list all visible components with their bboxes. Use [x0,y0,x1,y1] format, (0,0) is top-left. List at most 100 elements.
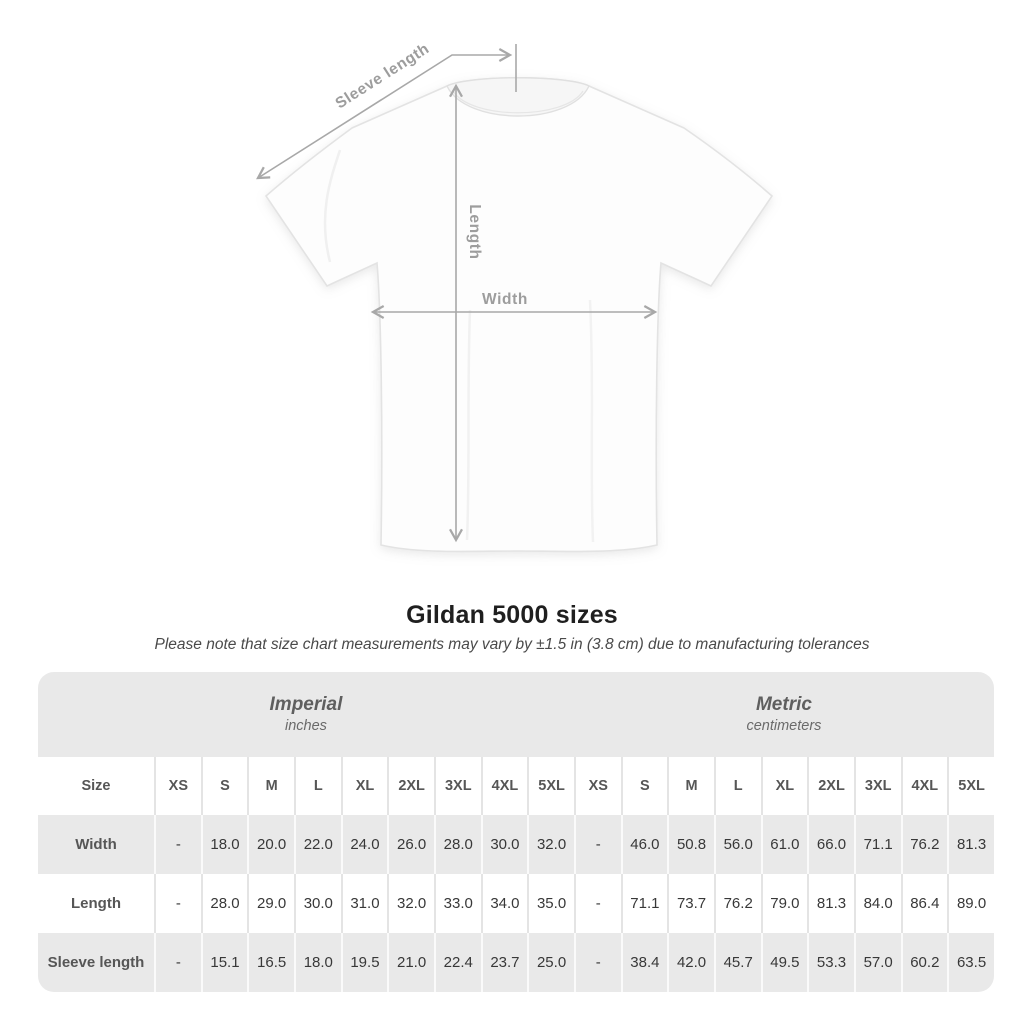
size-column-header: 2XL [387,757,434,815]
measurement-annotations [256,44,658,543]
measurement-value: 18.0 [293,933,341,992]
imperial-header-name: Imperial [269,694,343,716]
measurement-value: 32.0 [387,874,434,933]
size-column-header: XS [154,757,201,815]
measurement-value: 30.0 [480,815,528,874]
measurement-value: - [154,815,201,874]
measurement-value: 46.0 [620,815,668,874]
measurement-value: 29.0 [247,874,294,933]
fold-line [588,299,595,543]
measurement-value: - [573,815,621,874]
measurement-value: 60.2 [900,933,948,992]
measurement-value: 15.1 [200,933,248,992]
measurement-value: 53.3 [807,933,854,992]
size-column-header: XL [760,757,808,815]
imperial-header-unit: inches [284,717,327,734]
measurement-value: 81.3 [807,874,854,933]
measurement-value: 28.0 [200,874,248,933]
size-column-header: 4XL [480,757,528,815]
measurement-value: 30.0 [293,874,341,933]
measurement-value: 86.4 [900,874,948,933]
tshirt-graphic [264,76,774,553]
measurement-value: - [573,933,621,992]
measurement-value: 28.0 [433,815,481,874]
measurement-value: 81.3 [947,815,994,874]
measurement-value: 61.0 [760,815,808,874]
measurement-value: 34.0 [480,874,528,933]
measurement-value: 50.8 [667,815,714,874]
measurement-value: 31.0 [340,874,388,933]
measurement-value: 33.0 [433,874,481,933]
measurement-value: 76.2 [713,874,761,933]
measurement-value: 63.5 [947,933,994,992]
imperial-header: Imperial inches [38,672,574,757]
tshirt-measurement-diagram: Sleeve length Length Width [256,40,774,553]
measurement-value: 73.7 [667,874,714,933]
measurement-value: 45.7 [713,933,761,992]
measurement-value: 19.5 [340,933,388,992]
metric-header: Metric centimeters [573,672,994,757]
size-column-header: M [667,757,714,815]
size-column-header: S [620,757,668,815]
measurement-value: 20.0 [247,815,294,874]
measurement-value: 49.5 [760,933,808,992]
size-column-header: XL [340,757,388,815]
size-column-header: L [293,757,341,815]
measurement-value: 21.0 [387,933,434,992]
measurement-value: 57.0 [853,933,901,992]
measurement-row-width: Width -18.0 20.0 22.0 24.0 26.0 28.0 30.0 32.0-4… [38,815,994,874]
measurement-value: 25.0 [527,933,574,992]
measurement-value: 22.4 [433,933,481,992]
measurement-value: 84.0 [853,874,901,933]
measurement-value: 22.0 [293,815,341,874]
measurement-value: 56.0 [713,815,761,874]
metric-header-unit: centimeters [746,717,822,734]
width-label: Width [482,291,528,308]
size-column-header: 3XL [433,757,481,815]
size-header-label: Size [38,757,154,815]
measurement-value: 38.4 [620,933,668,992]
size-table: Imperial inches Metric centimeters Size … [38,672,994,992]
measurement-value: 66.0 [807,815,854,874]
row-label: Sleeve length [38,933,154,992]
measurement-value: - [154,933,201,992]
size-column-header: 2XL [807,757,854,815]
fold-line [465,309,472,541]
size-table-container: Imperial inches Metric centimeters Size … [38,672,994,992]
length-label: Length [466,204,483,259]
size-column-header: S [200,757,248,815]
size-column-header: 5XL [527,757,574,815]
measurement-value: 89.0 [947,874,994,933]
row-label: Length [38,874,154,933]
size-column-header: L [713,757,761,815]
metric-header-name: Metric [755,694,812,716]
size-column-header: M [247,757,294,815]
page-title: Gildan 5000 sizes [406,601,618,629]
measurement-row-sleeve-length: Sleeve length -15.1 16.5 18.0 19.5 21.0 22.4 23… [38,933,994,992]
unit-header-row: Imperial inches Metric centimeters [38,672,994,757]
measurement-row-length: Length -28.0 29.0 30.0 31.0 32.0 33.0 34.0 35.0-… [38,874,994,933]
measurement-value: 35.0 [527,874,574,933]
size-column-header: XS [573,757,621,815]
measurement-value: 16.5 [247,933,294,992]
measurements-body: Imperial inches Metric centimeters Size … [38,672,994,992]
measurement-value: 79.0 [760,874,808,933]
measurement-value: 32.0 [527,815,574,874]
size-column-header: 4XL [900,757,948,815]
measurement-value: 24.0 [340,815,388,874]
size-header-row: Size XS S M L XL 2XL 3XL 4XL 5XL XS S M L XL 2XL 3XL 4XL… [38,757,994,815]
size-column-header: 3XL [853,757,901,815]
measurement-value: - [154,874,201,933]
measurement-value: 76.2 [900,815,948,874]
measurement-value: 42.0 [667,933,714,992]
sleeve-length-arrow [256,48,513,180]
measurement-value: 23.7 [480,933,528,992]
measurement-value: - [573,874,621,933]
measurement-value: 71.1 [853,815,901,874]
measurement-value: 71.1 [620,874,668,933]
measurement-value: 18.0 [200,815,248,874]
row-label: Width [38,815,154,874]
tolerance-note: Please note that size chart measurements… [154,636,870,653]
measurement-value: 26.0 [387,815,434,874]
